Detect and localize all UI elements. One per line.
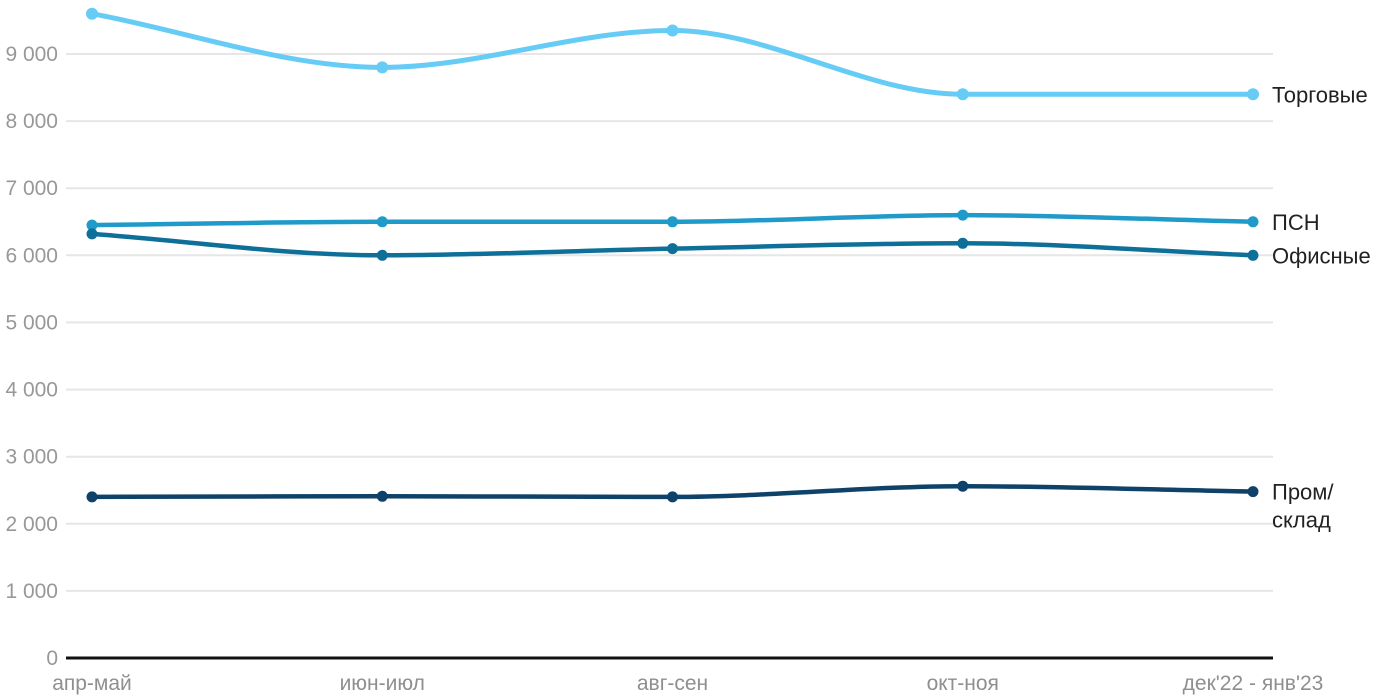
data-point[interactable] — [957, 237, 969, 249]
y-axis-tick-label: 8 000 — [5, 110, 58, 133]
series-label-1: ПСН — [1272, 210, 1320, 235]
data-point[interactable] — [957, 209, 969, 221]
series-label-2: Офисные — [1272, 243, 1371, 268]
x-axis-tick-label: июн-июл — [340, 672, 425, 695]
y-axis-tick-label: 9 000 — [5, 43, 58, 66]
y-axis-tick-label: 6 000 — [5, 244, 58, 267]
data-point[interactable] — [667, 491, 678, 503]
y-axis-tick-label: 4 000 — [5, 379, 58, 402]
data-point[interactable] — [666, 24, 679, 37]
data-point[interactable] — [956, 88, 969, 101]
series-label-0: Торговые — [1272, 82, 1368, 107]
y-axis-tick-label: 0 — [46, 647, 58, 670]
y-axis-tick-label: 3 000 — [5, 446, 58, 469]
x-axis-tick-label: окт-ноя — [927, 672, 999, 695]
x-axis-tick-label: авг-сен — [637, 672, 708, 695]
data-point[interactable] — [376, 490, 388, 502]
y-axis-tick-label: 2 000 — [5, 513, 58, 536]
data-point[interactable] — [376, 249, 388, 261]
data-point[interactable] — [1247, 249, 1259, 261]
y-axis-tick-label: 7 000 — [5, 177, 58, 200]
data-point[interactable] — [86, 219, 98, 231]
data-point[interactable] — [86, 491, 98, 503]
data-point[interactable] — [86, 7, 98, 20]
data-point[interactable] — [1247, 216, 1259, 228]
data-point[interactable] — [667, 216, 678, 228]
data-point[interactable] — [957, 480, 969, 492]
x-axis-tick-label: апр-май — [52, 672, 132, 695]
data-point[interactable] — [667, 243, 678, 255]
data-point[interactable] — [376, 61, 389, 74]
data-point[interactable] — [86, 228, 98, 240]
y-axis-tick-label: 1 000 — [5, 580, 58, 603]
data-point[interactable] — [1247, 88, 1259, 101]
y-axis-tick-label: 5 000 — [5, 311, 58, 334]
series-label-3: Пром/ — [1272, 480, 1334, 505]
data-point[interactable] — [376, 216, 388, 228]
data-point[interactable] — [1247, 486, 1259, 498]
x-axis-tick-label: дек'22 - янв'23 — [1183, 672, 1324, 695]
series-label-3: склад — [1272, 508, 1331, 533]
